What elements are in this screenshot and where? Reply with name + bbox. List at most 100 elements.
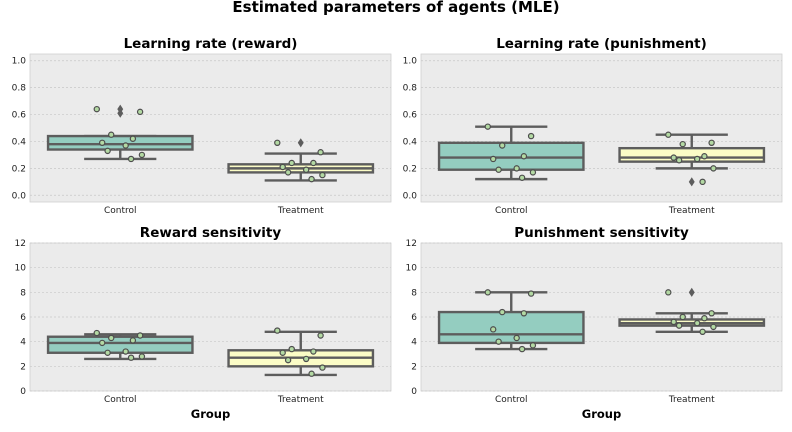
x-tick-label: Treatment	[277, 395, 324, 405]
y-tick-label: 4	[20, 338, 26, 348]
box-treatment	[618, 146, 766, 163]
data-point	[308, 175, 315, 183]
data-point	[670, 154, 677, 161]
data-point	[129, 135, 137, 142]
data-point	[317, 149, 324, 156]
x-tick-label: Control	[495, 206, 528, 216]
data-point	[319, 171, 326, 179]
data-point	[529, 342, 537, 349]
y-tick-label: 4	[411, 338, 417, 348]
data-point	[129, 337, 137, 344]
data-point	[310, 159, 317, 167]
data-point	[308, 370, 315, 377]
data-point	[527, 132, 535, 140]
data-point	[127, 155, 135, 163]
outlier-marker	[688, 177, 695, 187]
y-tick-label: 0	[411, 387, 417, 397]
data-point	[279, 163, 286, 171]
y-tick-label: 0.0	[12, 191, 27, 201]
x-axis-label: Group	[191, 407, 230, 421]
data-point	[527, 290, 535, 297]
data-point	[529, 169, 537, 176]
panel-1: 0.0 0.2 0.4 0.6 0.8 1.0 Learning rate (reward)…	[12, 36, 392, 216]
data-point	[310, 348, 317, 355]
plot-area	[420, 53, 783, 203]
y-tick-label: 0.0	[403, 191, 418, 201]
data-point	[499, 308, 506, 316]
data-point	[693, 319, 701, 327]
y-tick-label: 6	[20, 313, 26, 323]
data-point	[518, 174, 526, 181]
data-point	[490, 155, 497, 163]
y-tick-label: 8	[411, 288, 417, 298]
y-tick-label: 0.4	[403, 137, 418, 147]
data-point	[484, 123, 491, 130]
y-tick-label: 2	[411, 362, 417, 372]
data-point	[710, 323, 717, 331]
data-point	[708, 139, 715, 146]
data-point	[93, 105, 100, 113]
data-point	[520, 310, 528, 317]
data-point	[136, 332, 144, 339]
x-tick-label: Control	[104, 206, 137, 216]
data-point	[104, 349, 111, 356]
data-point	[484, 289, 491, 296]
panel-title: Learning rate (punishment)	[496, 36, 707, 52]
data-point	[274, 139, 281, 146]
x-axis-label: Group	[582, 407, 621, 421]
data-point	[518, 345, 526, 353]
data-point	[679, 140, 686, 148]
data-point	[675, 157, 683, 164]
outlier-marker	[297, 138, 304, 148]
panel-3: 0 2 4 6 8 10 12 Reward sensitivity Control Treatm…	[15, 225, 392, 421]
data-point	[138, 151, 146, 159]
panel-title: Punishment sensitivity	[514, 225, 689, 241]
y-tick-label: 12	[406, 239, 417, 249]
box-control	[437, 310, 585, 345]
data-point	[710, 165, 717, 172]
y-tick-label: 1.0	[403, 57, 418, 67]
data-point	[701, 153, 708, 160]
data-point	[136, 108, 144, 116]
box-control	[46, 134, 194, 151]
y-tick-label: 0.6	[12, 111, 27, 121]
data-point	[490, 326, 497, 333]
data-point	[701, 315, 708, 322]
panels: 0.0 0.2 0.4 0.6 0.8 1.0 Learning rate (reward)…	[12, 36, 783, 421]
data-point	[495, 166, 502, 173]
data-point	[495, 338, 502, 345]
x-tick-label: Treatment	[277, 206, 324, 216]
y-tick-label: 12	[15, 239, 26, 249]
data-point	[679, 313, 686, 321]
x-tick-label: Treatment	[668, 395, 715, 405]
x-tick-label: Control	[495, 395, 528, 405]
panel-2: 0.0 0.2 0.4 0.6 0.8 1.0 Learning rate (punishm…	[403, 36, 783, 216]
data-point	[288, 345, 295, 353]
data-point	[513, 165, 520, 172]
y-tick-label: 0.4	[12, 137, 27, 147]
data-point	[98, 339, 106, 347]
data-point	[279, 349, 286, 356]
y-tick-label: 1.0	[12, 57, 27, 67]
y-tick-label: 0.2	[403, 164, 417, 174]
data-point	[520, 153, 528, 160]
figure-title: Estimated parameters of agents (MLE)	[232, 0, 559, 16]
data-point	[284, 169, 292, 176]
data-point	[499, 142, 506, 149]
outlier-marker	[688, 287, 695, 297]
panel-4: 0 2 4 6 8 10 12 Punishment sensitivity Control Tr…	[406, 225, 783, 421]
plot-area	[29, 53, 392, 203]
data-point	[288, 159, 295, 167]
data-point	[665, 289, 672, 296]
x-tick-label: Control	[104, 395, 137, 405]
y-tick-label: 8	[20, 288, 26, 298]
y-tick-label: 0	[20, 387, 26, 397]
data-point	[122, 142, 129, 149]
y-tick-label: 10	[15, 264, 27, 274]
data-point	[274, 327, 281, 334]
data-point	[665, 131, 672, 138]
data-point	[108, 131, 115, 138]
y-tick-label: 2	[20, 362, 26, 372]
data-point	[108, 334, 115, 342]
